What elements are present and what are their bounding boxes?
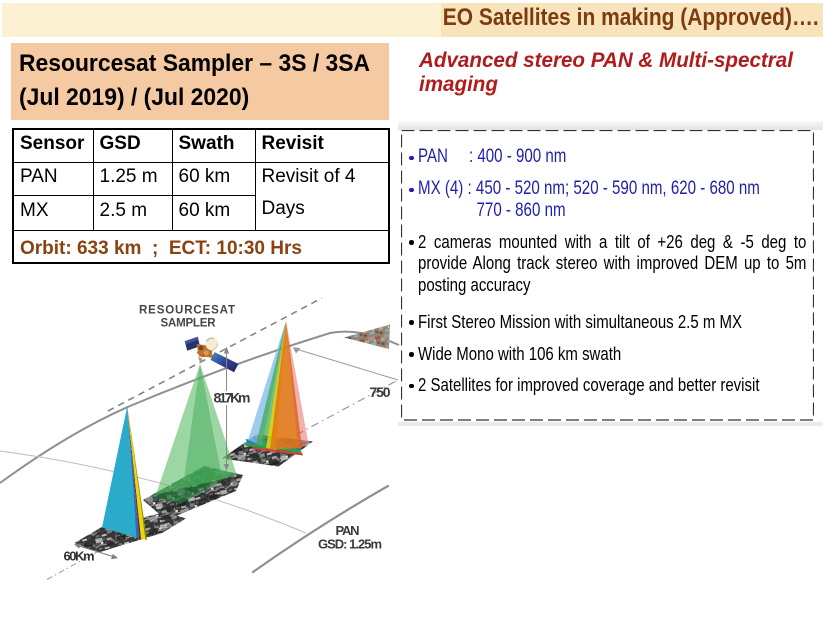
svg-text:750: 750 <box>370 384 391 400</box>
svg-text:60Km: 60Km <box>64 549 95 564</box>
svg-text:PAN: PAN <box>336 523 360 538</box>
svg-text:817Km: 817Km <box>214 390 251 406</box>
svg-text:GSD: 1.25m: GSD: 1.25m <box>318 537 382 552</box>
svg-text:SAMPLER: SAMPLER <box>161 318 217 330</box>
svg-text:RESOURCESAT: RESOURCESAT <box>139 305 236 317</box>
